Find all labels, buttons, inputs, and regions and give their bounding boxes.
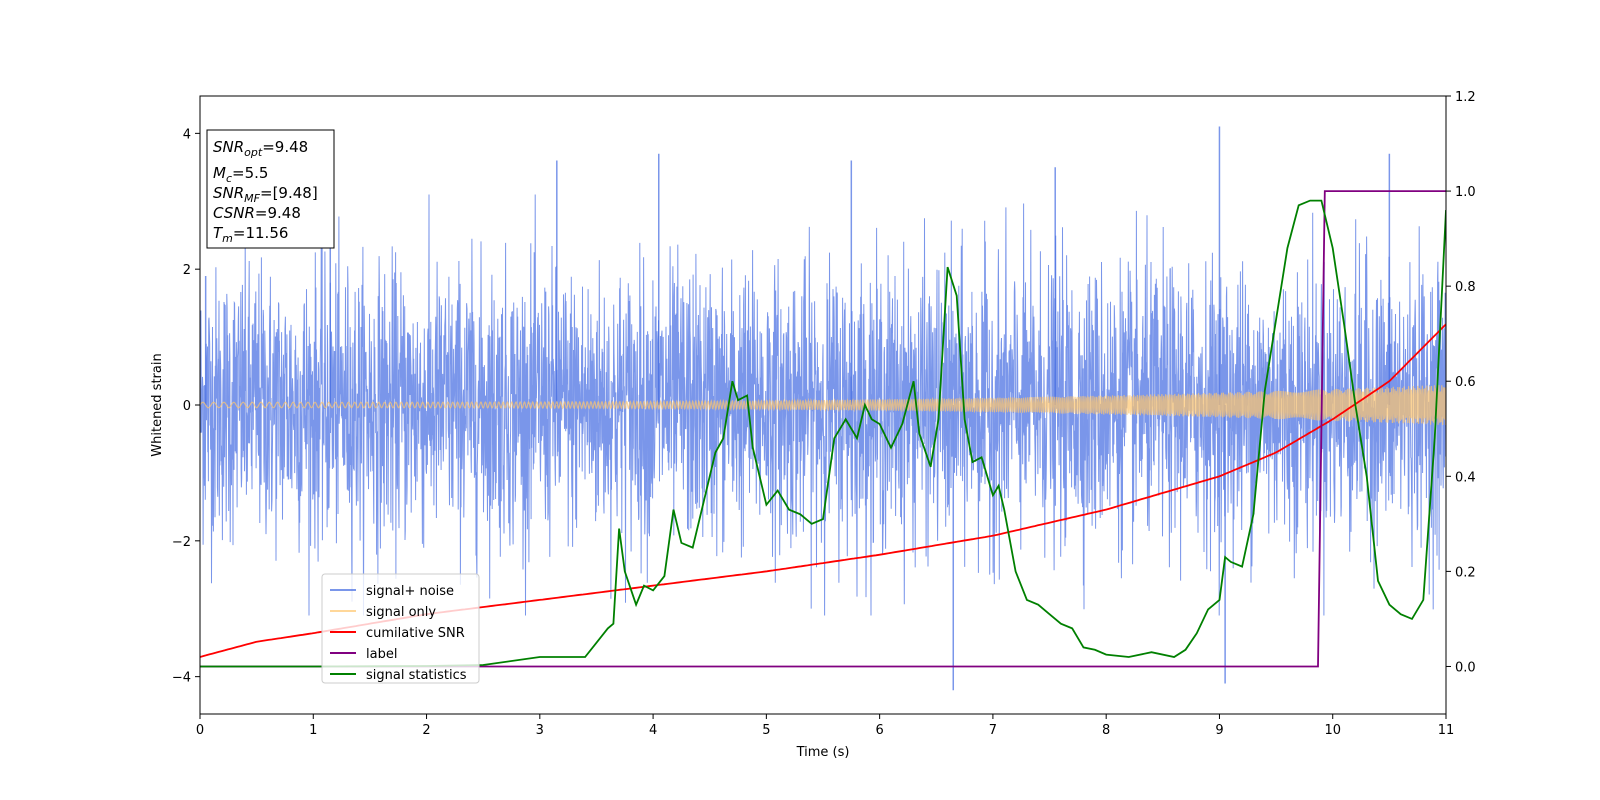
y2-tick-label: 0.2 <box>1455 565 1476 580</box>
series-label-line <box>200 190 1446 668</box>
legend-item-signal-only: signal only <box>330 605 436 620</box>
y-axis-label: Whitened strain <box>150 353 165 456</box>
y-tick-label: −4 <box>172 671 191 686</box>
x-tick-label: 3 <box>536 723 544 738</box>
x-tick-label: 5 <box>762 723 770 738</box>
y2-tick-label: 0.4 <box>1455 470 1476 485</box>
y-tick-label: 4 <box>183 127 191 142</box>
series-signal-statistics-line <box>200 199 1446 668</box>
x-tick-label: 2 <box>422 723 430 738</box>
legend-label: cumilative SNR <box>366 626 465 641</box>
x-tick-label: 9 <box>1215 723 1223 738</box>
legend-item-cumulative-snr: cumilative SNR <box>330 626 465 641</box>
info-tm: Tm=11.56 <box>213 224 288 245</box>
info-snr-opt: SNRopt=9.48 <box>213 138 308 159</box>
legend-label: signal only <box>366 605 436 620</box>
legend-item-signal-noise: signal+ noise <box>330 584 454 599</box>
x-tick-label: 0 <box>196 723 204 738</box>
x-tick-label: 10 <box>1324 723 1341 738</box>
y-axis-left: −4 −2 0 2 4 <box>172 127 200 686</box>
y-tick-label: −2 <box>172 535 191 550</box>
legend-label: signal+ noise <box>366 584 454 599</box>
info-box: SNRopt=9.48 Mc=5.5 SNRMF=[9.48] CSNR=9.4… <box>206 129 335 249</box>
y-axis-right: 0.0 0.2 0.4 0.6 0.8 1.0 1.2 <box>1446 90 1476 675</box>
legend: signal+ noise signal only cumilative SNR la… <box>321 573 480 684</box>
legend-item-label: label <box>330 647 397 662</box>
x-tick-label: 8 <box>1102 723 1110 738</box>
y2-tick-label: 0.8 <box>1455 280 1476 295</box>
x-tick-label: 6 <box>875 723 883 738</box>
info-csnr: CSNR=9.48 <box>213 204 301 222</box>
legend-item-signal-statistics: signal statistics <box>330 668 467 683</box>
y-tick-label: 2 <box>183 263 191 278</box>
y2-tick-label: 1.2 <box>1455 90 1476 105</box>
legend-label: signal statistics <box>366 668 467 683</box>
x-tick-label: 7 <box>989 723 997 738</box>
x-tick-label: 1 <box>309 723 317 738</box>
info-mc: Mc=5.5 <box>213 164 268 185</box>
y2-tick-label: 0.6 <box>1455 375 1476 390</box>
y-tick-label: 0 <box>183 399 191 414</box>
x-axis-label: Time (s) <box>796 745 850 760</box>
series-layer <box>200 126 1446 691</box>
y2-tick-label: 0.0 <box>1455 660 1476 675</box>
x-axis: 0 1 2 3 4 5 6 7 8 9 10 11 <box>196 714 1454 738</box>
x-tick-label: 4 <box>649 723 657 738</box>
legend-frame <box>321 573 480 684</box>
legend-label: label <box>366 647 397 662</box>
y2-tick-label: 1.0 <box>1455 185 1476 200</box>
info-snr-mf: SNRMF=[9.48] <box>213 184 318 205</box>
x-tick-label: 11 <box>1438 723 1455 738</box>
series-signal-only-line <box>200 385 1446 426</box>
